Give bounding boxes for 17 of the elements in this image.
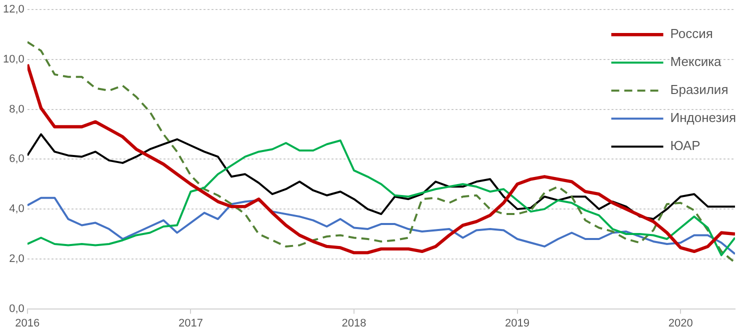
legend-label: Бразилия	[670, 82, 728, 98]
y-tick-label: 4,0	[9, 203, 24, 216]
y-tick-label: 2,0	[9, 252, 24, 265]
x-tick-label: 2020	[668, 317, 693, 330]
x-tick-label: 2019	[505, 317, 530, 330]
x-tick-label: 2017	[178, 317, 203, 330]
y-tick-label: 8,0	[9, 103, 24, 116]
y-tick-label: 10,0	[2, 54, 24, 66]
x-tick-label: 2016	[15, 317, 40, 330]
legend-label: Мексика	[670, 54, 722, 70]
legend-label: Россия	[670, 26, 713, 42]
x-tick-label: 2018	[342, 317, 366, 330]
y-tick-label: 0,0	[9, 302, 24, 315]
legend-label: ЮАР	[670, 138, 700, 154]
y-tick-label: 6,0	[9, 153, 24, 166]
y-tick-label: 12,0	[2, 4, 24, 16]
legend-label: Индонезия	[670, 110, 736, 126]
